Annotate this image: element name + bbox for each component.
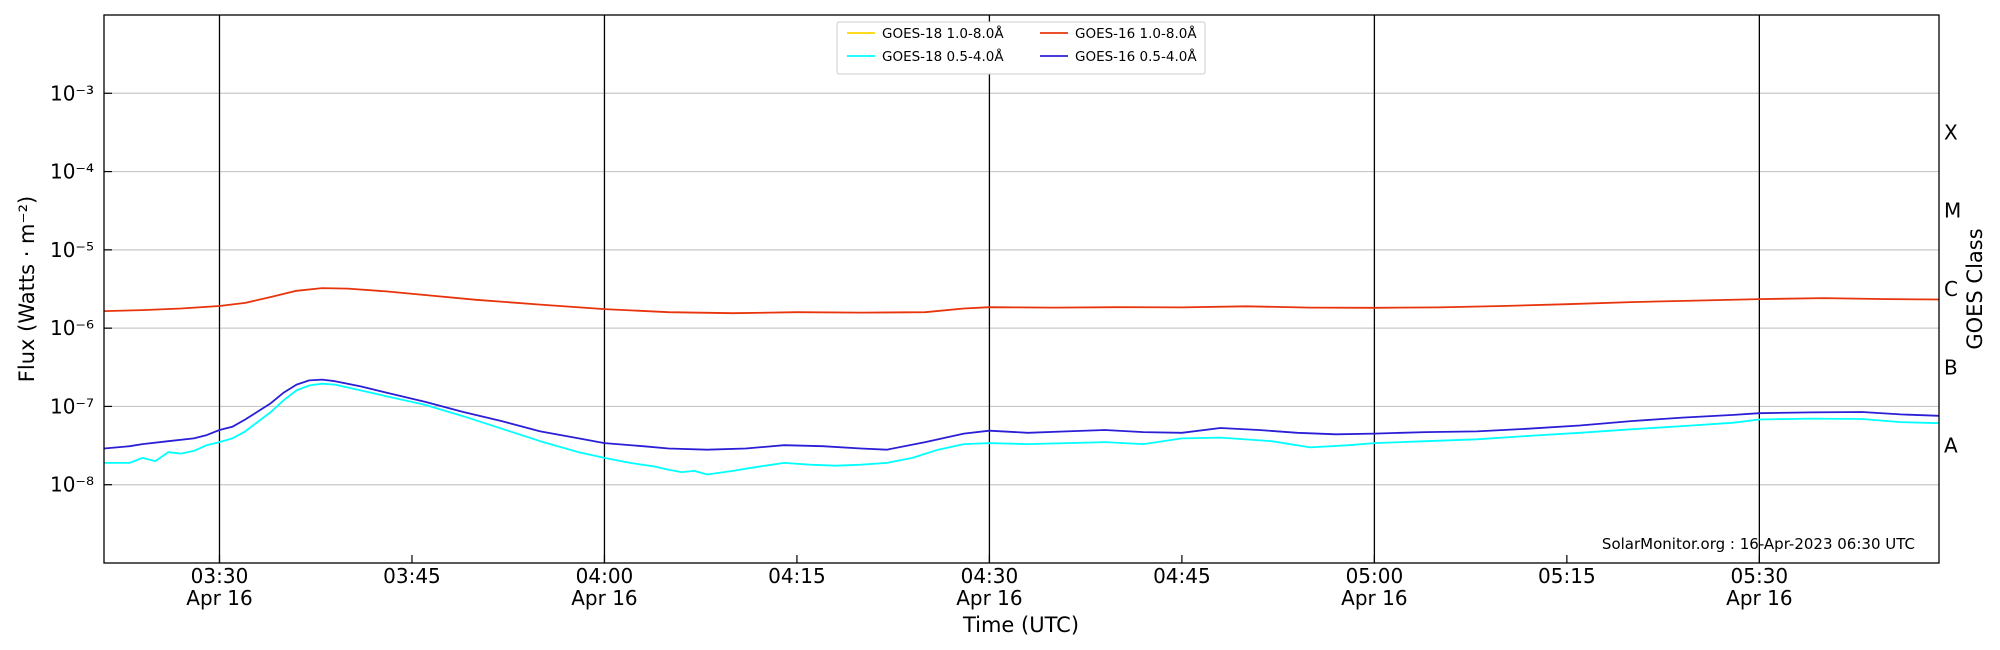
legend-box [836,21,1206,75]
y-tick-label: 10⁻⁶ [50,316,94,340]
legend-label: GOES-16 1.0-8.0Å [1075,25,1197,42]
x-tick-time-label: 05:15 [1538,564,1596,588]
series-line-2 [103,287,1940,315]
series-lines [103,287,1940,476]
y-tick-label: 10⁻³ [50,81,94,105]
plot-frame [103,14,1940,564]
series-line-1 [104,382,1940,476]
plot-area [104,15,1939,563]
x-axis-label: Time (UTC) [962,613,1079,637]
legend-label: GOES-18 1.0-8.0Å [882,25,1004,42]
x-tick-date-label: Apr 16 [186,586,252,610]
y-tick-label: 10⁻⁵ [50,238,94,262]
y-tick-label: 10⁻⁴ [50,160,94,184]
grid-lines [104,15,1939,563]
legend-label: GOES-18 0.5-4.0Å [882,48,1004,65]
legend-label: GOES-16 0.5-4.0Å [1075,48,1197,65]
goes-class-label: B [1944,355,1958,379]
y-tick-label: 10⁻⁸ [50,473,94,497]
goes-class-label: A [1944,434,1958,458]
x-tick-date-label: Apr 16 [1341,586,1407,610]
goes-class-label: X [1944,120,1958,144]
x-tick-time-label: 04:00 [576,564,634,588]
x-tick-time-label: 05:00 [1346,564,1404,588]
x-tick-date-label: Apr 16 [956,586,1022,610]
series-line-3 [103,378,1940,451]
legend: GOES-18 1.0-8.0Å GOES-18 0.5-4.0Å GOES-16 … [836,21,1206,75]
y-tick-label: 10⁻⁷ [50,394,94,418]
x-tick-time-label: 04:30 [961,564,1019,588]
x-tick-date-label: Apr 16 [571,586,637,610]
x-tick-time-label: 05:30 [1731,564,1789,588]
credit-text: SolarMonitor.org : 16-Apr-2023 06:30 UTC [1602,535,1915,553]
x-tick-time-label: 03:45 [383,564,441,588]
goes-class-label: M [1944,199,1961,223]
y-axis-label: Flux (Watts · m⁻²) [15,196,39,382]
goes-class-axis-label: GOES Class [1963,228,1987,349]
x-tick-time-label: 04:45 [1153,564,1211,588]
x-tick-date-label: Apr 16 [1726,586,1792,610]
x-tick-time-label: 03:30 [191,564,249,588]
goes-class-label: C [1944,277,1958,301]
x-tick-time-label: 04:15 [768,564,826,588]
